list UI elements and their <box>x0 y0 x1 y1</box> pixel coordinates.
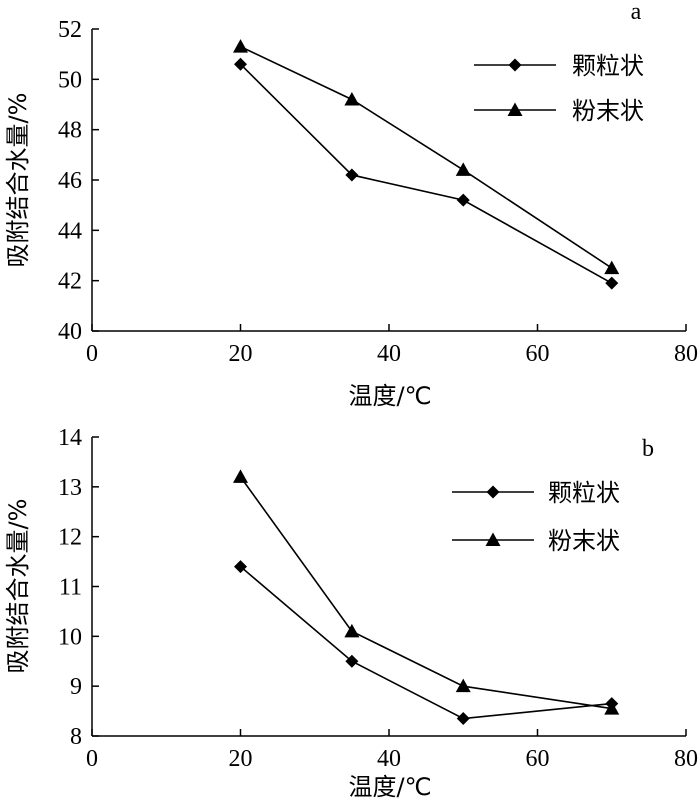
y-axis-label: 吸附结合水量/% <box>4 93 32 268</box>
series-line-1 <box>239 476 612 710</box>
x-tick-label: 0 <box>86 746 98 772</box>
data-point-triangle <box>344 623 360 638</box>
data-point-triangle <box>344 91 360 106</box>
panel-label: a <box>631 0 642 25</box>
y-tick-label: 42 <box>58 269 82 295</box>
legend-marker-diamond <box>508 58 522 72</box>
y-tick-label: 8 <box>70 724 82 750</box>
x-tick-label: 80 <box>674 746 698 772</box>
legend-label: 颗粒状 <box>548 479 620 507</box>
data-point-triangle <box>455 162 471 176</box>
y-tick-label: 50 <box>58 67 82 93</box>
data-point-diamond <box>234 57 247 71</box>
x-tick-label: 20 <box>229 746 253 772</box>
y-tick-label: 10 <box>58 624 82 650</box>
y-tick-label: 13 <box>58 475 82 501</box>
y-tick-label: 46 <box>58 168 82 194</box>
legend-marker-triangle <box>485 532 501 546</box>
legend-label: 粉末状 <box>572 97 644 125</box>
x-tick-label: 40 <box>377 341 401 367</box>
data-point-triangle <box>455 678 471 693</box>
y-axis-label: 吸附结合水量/% <box>4 499 32 674</box>
data-point-diamond <box>234 560 247 574</box>
x-tick-label: 60 <box>526 746 550 772</box>
y-tick-label: 48 <box>58 118 82 144</box>
data-point-triangle <box>233 469 248 483</box>
y-tick-label: 12 <box>58 525 82 551</box>
chart-panel-a: 0 20 40 60 80 40 42 44 46 48 50 52 温度/℃ 吸附结合水量/% a 颗粒状粉… <box>4 0 698 410</box>
data-point-diamond <box>605 276 619 290</box>
y-tick-label: 9 <box>70 674 82 700</box>
y-tick-label: 14 <box>58 425 82 451</box>
data-point-diamond <box>345 654 359 668</box>
legend-label: 粉末状 <box>548 527 620 555</box>
y-tick-label: 11 <box>59 575 82 601</box>
series-line-1 <box>240 45 613 269</box>
y-tick-label: 44 <box>58 218 82 244</box>
x-tick-label: 0 <box>86 341 98 367</box>
x-tick-label: 80 <box>674 341 698 367</box>
y-tick-label: 40 <box>58 319 82 345</box>
series-line-0 <box>239 565 612 720</box>
data-point-diamond <box>456 712 470 726</box>
legend-marker-diamond <box>486 485 500 499</box>
data-point-triangle <box>604 260 620 275</box>
legend-label: 颗粒状 <box>572 52 644 80</box>
x-tick-label: 20 <box>229 341 253 367</box>
data-point-diamond <box>456 193 470 207</box>
x-axis-label: 温度/℃ <box>348 773 431 801</box>
x-tick-label: 60 <box>526 341 550 367</box>
y-tick-label: 52 <box>58 17 82 43</box>
panel-label: b <box>642 436 654 462</box>
x-axis-label: 温度/℃ <box>348 382 431 410</box>
series-line-0 <box>239 63 613 284</box>
data-point-triangle <box>233 39 248 53</box>
data-point-diamond <box>345 168 359 182</box>
x-tick-label: 40 <box>377 746 401 772</box>
legend-marker-triangle <box>507 102 523 116</box>
data-point-triangle <box>604 701 620 715</box>
